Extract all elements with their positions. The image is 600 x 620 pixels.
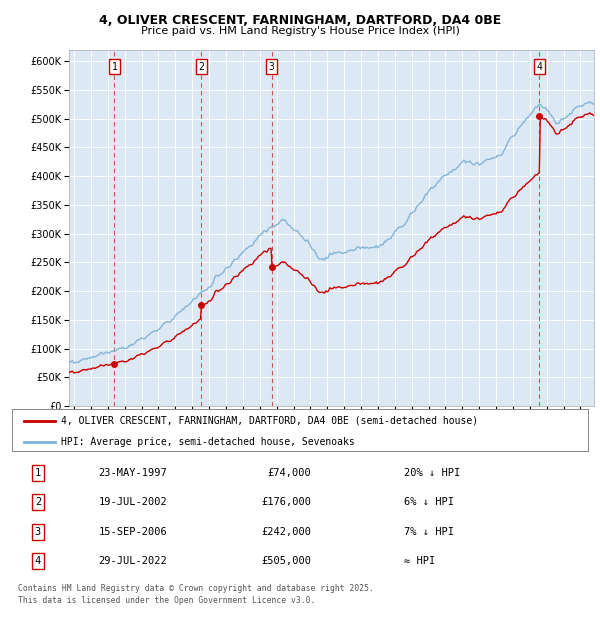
Text: Price paid vs. HM Land Registry's House Price Index (HPI): Price paid vs. HM Land Registry's House … bbox=[140, 26, 460, 36]
Text: £505,000: £505,000 bbox=[262, 556, 311, 566]
Text: This data is licensed under the Open Government Licence v3.0.: This data is licensed under the Open Gov… bbox=[18, 596, 316, 606]
Text: ≈ HPI: ≈ HPI bbox=[404, 556, 435, 566]
Text: £242,000: £242,000 bbox=[262, 527, 311, 537]
Text: 1: 1 bbox=[112, 62, 118, 72]
Text: £176,000: £176,000 bbox=[262, 497, 311, 507]
Text: 2: 2 bbox=[199, 62, 204, 72]
Text: HPI: Average price, semi-detached house, Sevenoaks: HPI: Average price, semi-detached house,… bbox=[61, 436, 355, 446]
Text: 2: 2 bbox=[35, 497, 41, 507]
Text: 3: 3 bbox=[35, 527, 41, 537]
Text: 4, OLIVER CRESCENT, FARNINGHAM, DARTFORD, DA4 0BE (semi-detached house): 4, OLIVER CRESCENT, FARNINGHAM, DARTFORD… bbox=[61, 415, 478, 425]
Text: 1: 1 bbox=[35, 468, 41, 478]
Text: £74,000: £74,000 bbox=[268, 468, 311, 478]
Text: 3: 3 bbox=[269, 62, 275, 72]
Text: 4: 4 bbox=[35, 556, 41, 566]
Text: 15-SEP-2006: 15-SEP-2006 bbox=[98, 527, 167, 537]
Text: 29-JUL-2022: 29-JUL-2022 bbox=[98, 556, 167, 566]
Text: 6% ↓ HPI: 6% ↓ HPI bbox=[404, 497, 454, 507]
Text: 20% ↓ HPI: 20% ↓ HPI bbox=[404, 468, 460, 478]
Text: 23-MAY-1997: 23-MAY-1997 bbox=[98, 468, 167, 478]
Text: 7% ↓ HPI: 7% ↓ HPI bbox=[404, 527, 454, 537]
Text: 4, OLIVER CRESCENT, FARNINGHAM, DARTFORD, DA4 0BE: 4, OLIVER CRESCENT, FARNINGHAM, DARTFORD… bbox=[99, 14, 501, 27]
Text: 19-JUL-2002: 19-JUL-2002 bbox=[98, 497, 167, 507]
Text: 4: 4 bbox=[536, 62, 542, 72]
Text: Contains HM Land Registry data © Crown copyright and database right 2025.: Contains HM Land Registry data © Crown c… bbox=[18, 584, 374, 593]
